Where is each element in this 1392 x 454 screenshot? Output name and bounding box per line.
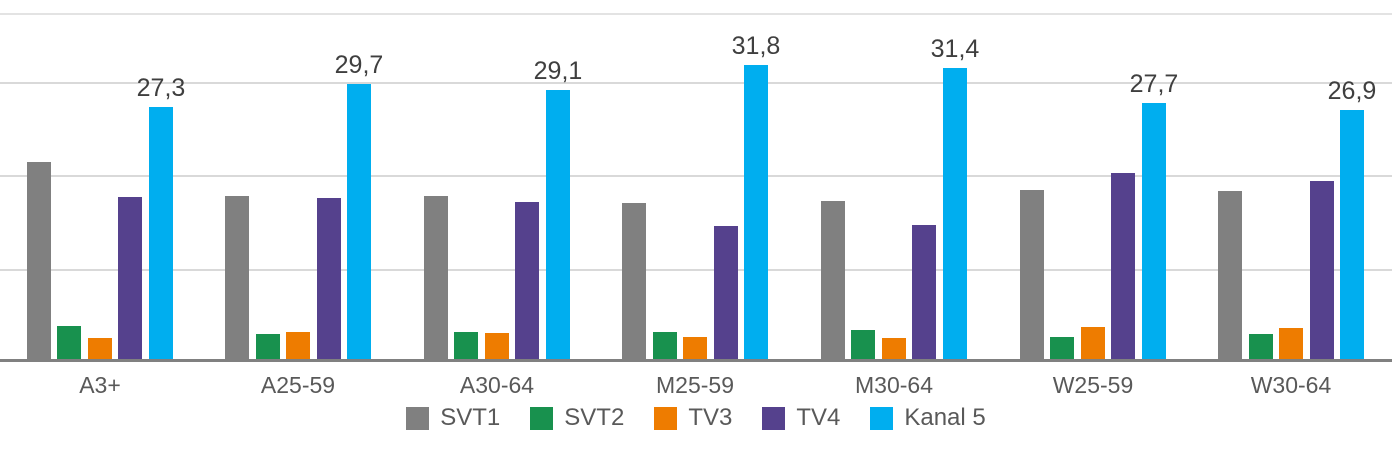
bar-svt1-m30-64 bbox=[821, 201, 845, 362]
bar-kanal-5-w30-64 bbox=[1340, 110, 1364, 362]
category-label-a30-64: A30-64 bbox=[459, 372, 535, 398]
bar-tv4-a25-59 bbox=[317, 198, 341, 362]
x-axis-line bbox=[0, 359, 1392, 362]
bar-tv4-a3 bbox=[118, 197, 142, 362]
bar-tv3-m25-59 bbox=[683, 337, 707, 362]
bar-tv3-a30-64 bbox=[485, 333, 509, 362]
legend-item-kanal-5: Kanal 5 bbox=[870, 404, 986, 432]
bar-tv3-w30-64 bbox=[1279, 328, 1303, 362]
legend-item-svt1: SVT1 bbox=[406, 404, 500, 432]
legend-swatch-kanal-5 bbox=[870, 406, 894, 430]
legend-item-svt2: SVT2 bbox=[530, 404, 624, 432]
bar-kanal-5-m30-64 bbox=[943, 68, 967, 362]
gridline-30 bbox=[0, 82, 1392, 84]
bar-tv3-a25-59 bbox=[286, 332, 310, 362]
legend-label-kanal-5: Kanal 5 bbox=[904, 404, 986, 431]
category-label-w30-64: W30-64 bbox=[1250, 372, 1332, 398]
bar-svt1-m25-59 bbox=[622, 203, 646, 362]
data-label-kanal-5-a3: 27,3 bbox=[136, 74, 186, 102]
legend-label-svt2: SVT2 bbox=[564, 404, 625, 431]
category-label-m30-64: M30-64 bbox=[855, 372, 933, 398]
plot-area-top-border bbox=[0, 13, 1392, 15]
legend-swatch-tv4 bbox=[762, 406, 786, 430]
data-label-kanal-5-w25-59: 27,7 bbox=[1129, 70, 1179, 98]
data-label-kanal-5-m25-59: 31,8 bbox=[731, 32, 781, 60]
data-label-kanal-5-a25-59: 29,7 bbox=[334, 51, 384, 79]
bar-tv3-m30-64 bbox=[882, 338, 906, 362]
legend-label-svt1: SVT1 bbox=[440, 404, 501, 431]
bar-svt2-a30-64 bbox=[454, 332, 478, 362]
legend-item-tv3: TV3 bbox=[654, 404, 732, 432]
category-label-a25-59: A25-59 bbox=[260, 372, 336, 398]
bar-tv4-m25-59 bbox=[714, 226, 738, 362]
gridline-20 bbox=[0, 175, 1392, 177]
category-label-w25-59: W25-59 bbox=[1052, 372, 1134, 398]
bar-svt1-a25-59 bbox=[225, 196, 249, 362]
bar-kanal-5-m25-59 bbox=[744, 65, 768, 362]
bar-tv3-w25-59 bbox=[1081, 327, 1105, 362]
bar-svt1-w30-64 bbox=[1218, 191, 1242, 362]
bar-kanal-5-a3 bbox=[149, 107, 173, 362]
bar-kanal-5-w25-59 bbox=[1142, 103, 1166, 362]
bar-svt2-m30-64 bbox=[851, 330, 875, 362]
bar-svt1-a3 bbox=[27, 162, 51, 362]
bar-tv4-a30-64 bbox=[515, 202, 539, 362]
category-label-m25-59: M25-59 bbox=[656, 372, 734, 398]
legend-label-tv4: TV4 bbox=[796, 404, 841, 431]
legend: SVT1 SVT2 TV3 TV4 Kanal 5 bbox=[0, 404, 1392, 432]
legend-swatch-svt1 bbox=[406, 406, 430, 430]
bar-tv3-a3 bbox=[88, 338, 112, 362]
bar-kanal-5-a30-64 bbox=[546, 90, 570, 362]
legend-swatch-svt2 bbox=[530, 406, 554, 430]
bar-svt2-w25-59 bbox=[1050, 337, 1074, 362]
bar-svt2-a25-59 bbox=[256, 334, 280, 362]
category-label-a3: A3+ bbox=[79, 372, 121, 398]
bar-svt1-a30-64 bbox=[424, 196, 448, 362]
bar-svt2-m25-59 bbox=[653, 332, 677, 362]
bar-tv4-w25-59 bbox=[1111, 173, 1135, 362]
bar-svt1-w25-59 bbox=[1020, 190, 1044, 362]
data-label-kanal-5-w30-64: 26,9 bbox=[1327, 77, 1377, 105]
bar-kanal-5-a25-59 bbox=[347, 84, 371, 362]
bar-svt2-a3 bbox=[57, 326, 81, 362]
legend-label-tv3: TV3 bbox=[688, 404, 733, 431]
bar-tv4-m30-64 bbox=[912, 225, 936, 362]
legend-swatch-tv3 bbox=[654, 406, 678, 430]
legend-item-tv4: TV4 bbox=[762, 404, 840, 432]
bar-tv4-w30-64 bbox=[1310, 181, 1334, 362]
data-label-kanal-5-m30-64: 31,4 bbox=[930, 35, 980, 63]
data-label-kanal-5-a30-64: 29,1 bbox=[533, 57, 583, 85]
gridline-10 bbox=[0, 269, 1392, 271]
bar-svt2-w30-64 bbox=[1249, 334, 1273, 362]
